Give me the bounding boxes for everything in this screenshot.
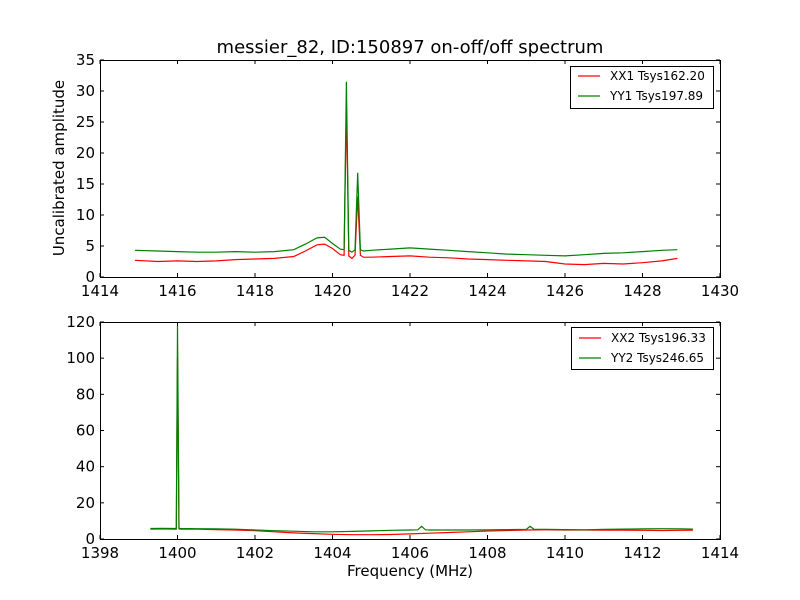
top-x-tick-label-8: 1430 — [701, 282, 739, 300]
bottom-y-tick-label-2: 40 — [76, 458, 95, 476]
bottom-x-tick-label-4: 1406 — [391, 544, 429, 562]
bottom-legend-label-xx2: XX2 Tsys196.33 — [611, 331, 706, 345]
bottom-y-tick-label-4: 80 — [76, 385, 95, 403]
bottom-ticks-group: 1398 1400 1402 1404 1406 1408 1410 1412 1414 0 20 4… — [66, 313, 739, 562]
bottom-x-tick-label-5: 1408 — [468, 544, 506, 562]
top-x-tick-label-4: 1422 — [391, 282, 429, 300]
top-subplot: messier_82, ID:150897 on-off/off spectru… — [50, 37, 739, 300]
bottom-x-tick-label-0: 1398 — [81, 544, 119, 562]
top-x-tick-label-1: 1416 — [158, 282, 196, 300]
bottom-legend-label-yy2: YY2 Tsys246.65 — [610, 351, 704, 365]
bottom-series-line-1 — [150, 325, 693, 533]
top-ticks-group: 1414 1416 1418 1420 1422 1424 1426 1428 1430 0 5 10… — [76, 51, 739, 300]
top-x-tick-label-5: 1424 — [468, 282, 506, 300]
top-series-line-1 — [134, 81, 678, 257]
top-x-tick-label-0: 1414 — [81, 282, 119, 300]
bottom-y-tick-label-5: 100 — [66, 349, 95, 367]
top-legend-box — [570, 66, 714, 109]
top-y-tick-label-0: 0 — [85, 268, 95, 286]
bottom-x-tick-label-3: 1404 — [313, 544, 351, 562]
top-y-tick-label-5: 25 — [76, 113, 95, 131]
top-x-tick-label-3: 1420 — [313, 282, 351, 300]
bottom-x-axis-label: Frequency (MHz) — [347, 562, 473, 580]
top-x-tick-label-2: 1418 — [236, 282, 274, 300]
top-y-tick-label-4: 20 — [76, 144, 95, 162]
top-y-axis-label: Uncalibrated amplitude — [50, 80, 68, 256]
top-legend-label-yy1: YY1 Tsys197.89 — [609, 89, 703, 103]
bottom-y-tick-label-6: 120 — [66, 313, 95, 331]
top-x-tick-label-7: 1428 — [623, 282, 661, 300]
top-x-tick-label-6: 1426 — [546, 282, 584, 300]
bottom-x-tick-label-8: 1414 — [701, 544, 739, 562]
top-y-tick-label-7: 35 — [76, 51, 95, 69]
bottom-y-tick-label-3: 60 — [76, 422, 95, 440]
top-y-tick-label-6: 30 — [76, 82, 95, 100]
top-y-tick-label-3: 15 — [76, 175, 95, 193]
bottom-x-tick-label-7: 1412 — [623, 544, 661, 562]
bottom-x-tick-label-1: 1400 — [158, 544, 196, 562]
top-legend: XX1 Tsys162.20 YY1 Tsys197.89 — [570, 66, 714, 109]
bottom-y-tick-label-0: 0 — [85, 530, 95, 548]
bottom-x-tick-label-6: 1410 — [546, 544, 584, 562]
bottom-subplot: 1398 1400 1402 1404 1406 1408 1410 1412 1414 0 20 4… — [66, 313, 739, 580]
top-y-tick-label-2: 10 — [76, 206, 95, 224]
chart-title: messier_82, ID:150897 on-off/off spectru… — [217, 37, 604, 58]
top-series-line-0 — [134, 106, 678, 266]
top-series-group — [134, 81, 678, 266]
top-y-tick-label-1: 5 — [85, 237, 95, 255]
top-legend-label-xx1: XX1 Tsys162.20 — [610, 69, 705, 83]
bottom-legend: XX2 Tsys196.33 YY2 Tsys246.65 — [571, 327, 714, 370]
bottom-legend-box — [571, 327, 714, 370]
bottom-x-tick-label-2: 1402 — [236, 544, 274, 562]
bottom-series-group — [150, 325, 693, 536]
bottom-y-tick-label-1: 20 — [76, 494, 95, 512]
